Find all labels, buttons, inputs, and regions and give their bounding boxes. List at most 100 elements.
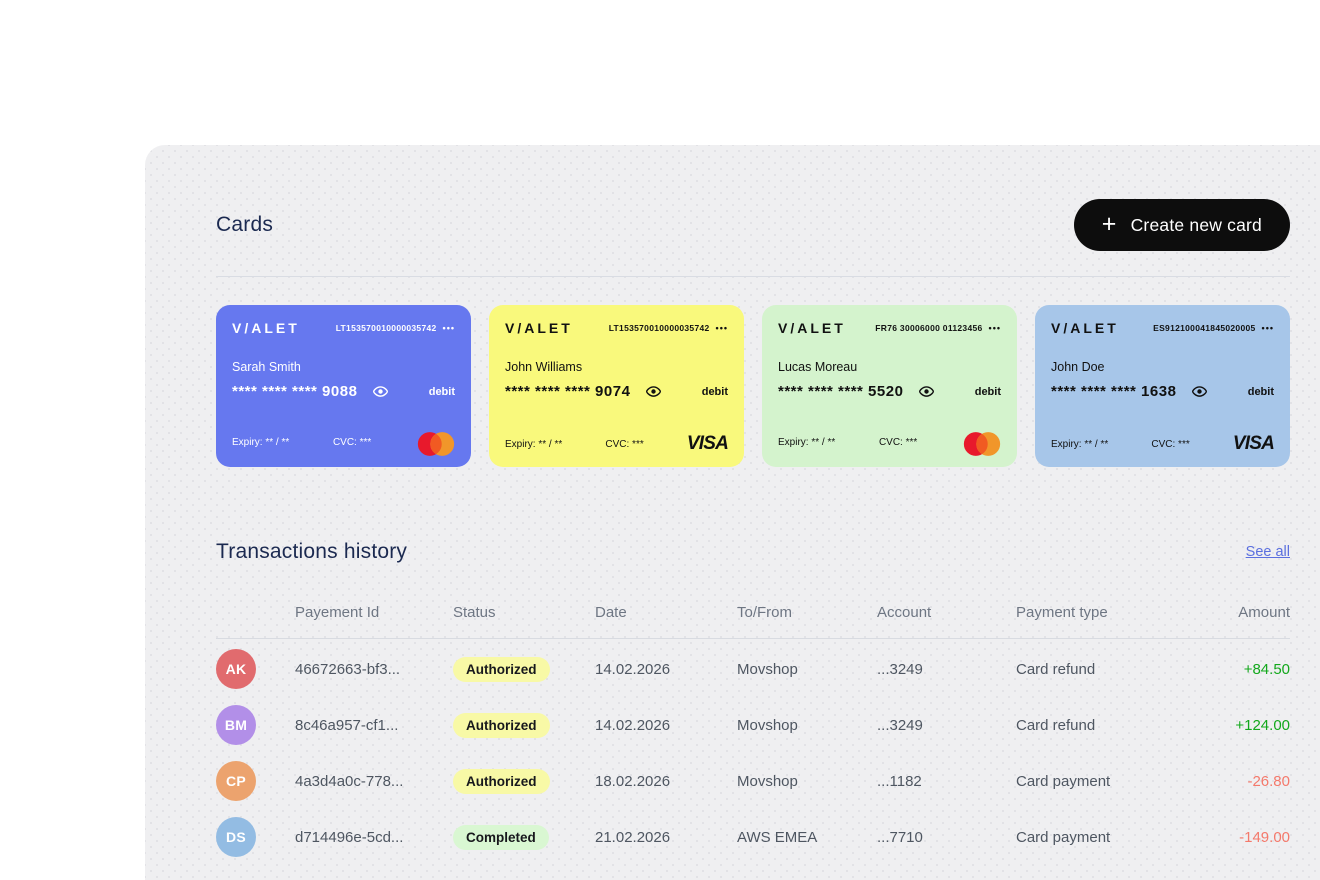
payment-card[interactable]: V/ALET FR76 30006000 01123456 ••• Lucas … <box>762 305 1017 467</box>
cell-amount: -149.00 <box>1239 828 1290 846</box>
cell-to-from: Movshop <box>737 660 798 678</box>
dashboard-panel: Cards + Create new card V/ALET LT1535700… <box>145 145 1320 880</box>
transactions-title: Transactions history <box>216 540 408 563</box>
avatar: CP <box>216 761 256 801</box>
cell-date: 14.02.2026 <box>595 660 671 678</box>
table-header-row: Payement Id Status Date To/From Account Payme… <box>216 604 1290 639</box>
mastercard-icon <box>417 432 455 456</box>
column-header-account: Account <box>877 604 932 621</box>
card-holder-name: Lucas Moreau <box>778 360 858 374</box>
create-new-card-button[interactable]: + Create new card <box>1073 199 1290 251</box>
cell-payment-id: 4a3d4a0c-778... <box>295 772 404 790</box>
cell-payment-id: 8c46a957-cf1... <box>295 716 399 734</box>
column-header-status: Status <box>453 604 496 621</box>
card-holder-name: John Williams <box>505 360 583 374</box>
card-iban-group: FR76 30006000 01123456 ••• <box>875 323 1001 333</box>
card-iban-group: ES912100041845020005 ••• <box>1153 323 1274 333</box>
cell-payment-id: d714496e-5cd... <box>295 828 404 846</box>
card-top-row: V/ALET ES912100041845020005 ••• <box>1051 320 1274 336</box>
transactions-section-header: Transactions history See all <box>216 540 1290 564</box>
cell-amount: +124.00 <box>1235 716 1290 734</box>
card-top-row: V/ALET LT153570010000035742 ••• <box>232 320 455 336</box>
cell-status: Authorized <box>453 768 595 794</box>
payment-card[interactable]: V/ALET LT153570010000035742 ••• Sarah Sm… <box>216 305 471 467</box>
vialet-logo: V/ALET <box>232 320 300 336</box>
card-masked-number: **** **** **** 9074 <box>505 383 631 400</box>
see-all-link[interactable]: See all <box>1245 544 1290 560</box>
card-menu-dots-icon[interactable]: ••• <box>715 323 728 333</box>
card-menu-dots-icon[interactable]: ••• <box>1261 323 1274 333</box>
table-row[interactable]: BM 8c46a957-cf1... Authorized 14.02.2026… <box>216 697 1290 753</box>
status-badge: Authorized <box>453 768 550 794</box>
visa-icon: VISA <box>686 433 729 454</box>
status-badge: Authorized <box>453 656 550 682</box>
cell-account: ...7710 <box>877 828 923 846</box>
cell-status: Authorized <box>453 712 595 738</box>
card-expiry: Expiry: ** / ** <box>505 438 563 450</box>
cell-amount: +84.50 <box>1243 660 1290 678</box>
cell-date: 18.02.2026 <box>595 772 671 790</box>
card-iban: LT153570010000035742 <box>335 323 437 333</box>
eye-icon[interactable] <box>1191 383 1208 400</box>
table-row[interactable]: DS d714496e-5cd... Completed 21.02.2026 … <box>216 809 1290 865</box>
card-masked-number: **** **** **** 9088 <box>232 383 358 400</box>
payment-card[interactable]: V/ALET ES912100041845020005 ••• John Doe… <box>1035 305 1290 467</box>
eye-icon[interactable] <box>918 383 935 400</box>
column-header-payment-type: Payment type <box>1016 604 1108 621</box>
cell-payment-type: Card payment <box>1016 772 1111 790</box>
card-iban-group: LT153570010000035742 ••• <box>609 323 728 333</box>
avatar-cell: BM <box>216 705 295 745</box>
card-expiry: Expiry: ** / ** <box>232 437 290 448</box>
card-bottom-row: Expiry: ** / ** CVC: *** <box>778 430 1001 456</box>
cell-to-from: Movshop <box>737 716 798 734</box>
section-divider <box>216 276 1290 277</box>
avatar-cell: DS <box>216 817 295 857</box>
card-holder-name: John Doe <box>1051 360 1105 374</box>
cards-section-title: Cards <box>216 213 274 236</box>
visa-icon: VISA <box>1232 433 1275 454</box>
card-iban-group: LT153570010000035742 ••• <box>336 323 455 333</box>
card-type-label: debit <box>701 385 728 398</box>
payment-card[interactable]: V/ALET LT153570010000035742 ••• John Wil… <box>489 305 744 467</box>
card-iban: LT153570010000035742 <box>608 323 710 333</box>
card-menu-dots-icon[interactable]: ••• <box>442 323 455 333</box>
card-cvc: CVC: *** <box>1151 438 1190 450</box>
card-menu-dots-icon[interactable]: ••• <box>988 323 1001 333</box>
table-row[interactable]: AK 46672663-bf3... Authorized 14.02.2026… <box>216 641 1290 697</box>
cell-account: ...3249 <box>877 716 923 734</box>
cell-status: Completed <box>453 824 595 850</box>
card-number-row: **** **** **** 1638 debit <box>1051 383 1274 400</box>
cell-payment-type: Card refund <box>1016 660 1096 678</box>
card-type-label: debit <box>1247 385 1274 398</box>
mastercard-icon <box>963 432 1001 456</box>
card-cvc: CVC: *** <box>332 437 372 448</box>
card-iban: FR76 30006000 01123456 <box>875 323 983 333</box>
avatar-cell: AK <box>216 649 295 689</box>
card-bottom-row: Expiry: ** / ** CVC: *** <box>232 430 455 456</box>
cell-payment-type: Card payment <box>1016 828 1111 846</box>
column-header-payement-id: Payement Id <box>295 604 380 621</box>
vialet-logo: V/ALET <box>505 320 573 336</box>
cards-list: V/ALET LT153570010000035742 ••• Sarah Sm… <box>216 305 1290 467</box>
card-top-row: V/ALET LT153570010000035742 ••• <box>505 320 728 336</box>
cell-amount: -26.80 <box>1247 772 1290 790</box>
card-number-row: **** **** **** 9088 debit <box>232 383 455 400</box>
table-row[interactable]: CP 4a3d4a0c-778... Authorized 18.02.2026… <box>216 753 1290 809</box>
network-logo <box>415 430 455 456</box>
card-type-label: debit <box>428 385 455 398</box>
avatar-cell: CP <box>216 761 295 801</box>
cell-account: ...3249 <box>877 660 923 678</box>
card-bottom-row: Expiry: ** / ** CVC: *** VISA <box>505 433 729 455</box>
eye-icon[interactable] <box>645 383 662 400</box>
card-number-row: **** **** **** 9074 debit <box>505 383 728 400</box>
column-header-date: Date <box>595 604 627 621</box>
card-cvc: CVC: *** <box>878 437 918 448</box>
cell-date: 14.02.2026 <box>595 716 671 734</box>
cards-section-header: Cards + Create new card <box>216 199 1290 251</box>
cell-payment-type: Card refund <box>1016 716 1096 734</box>
network-logo: VISA <box>1232 433 1275 455</box>
eye-icon[interactable] <box>372 383 389 400</box>
cell-date: 21.02.2026 <box>595 828 671 846</box>
cell-status: Authorized <box>453 656 595 682</box>
